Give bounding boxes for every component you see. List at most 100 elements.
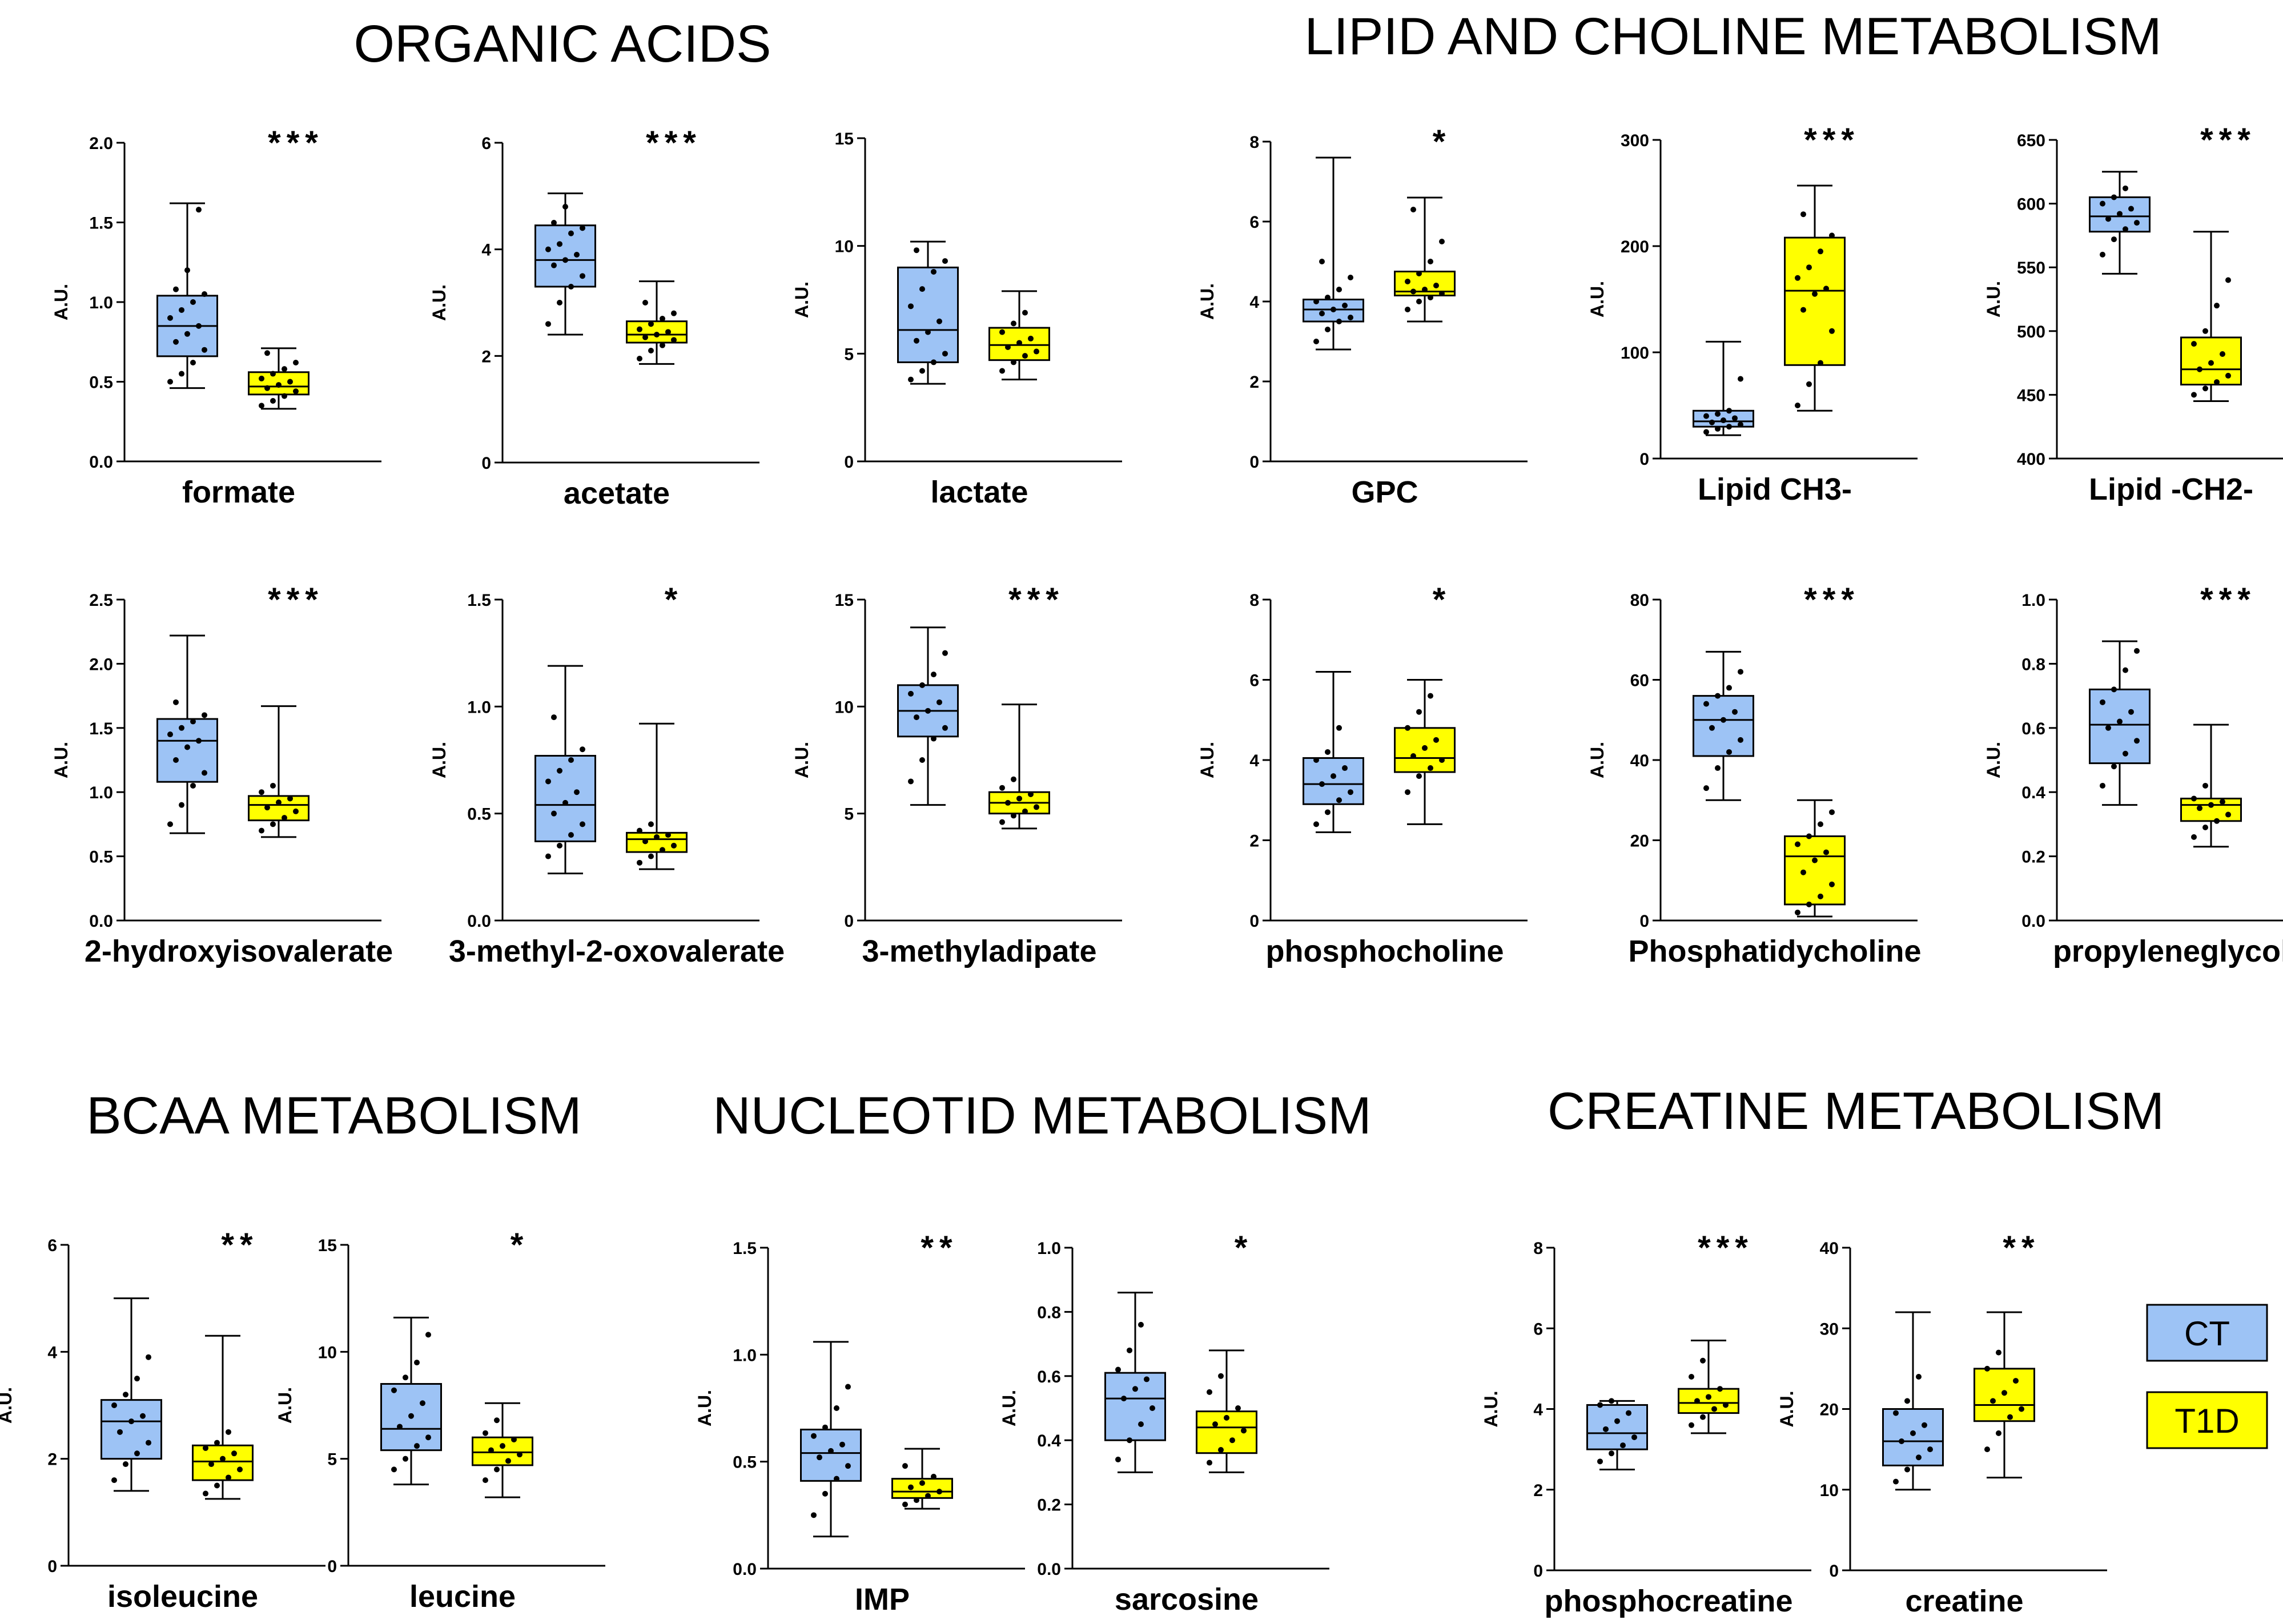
y-axis-label: A.U. (1197, 283, 1217, 320)
data-point-ct (580, 273, 585, 279)
data-point-ct (834, 1405, 839, 1411)
data-point-t1d (1711, 1406, 1717, 1412)
box-ct (897, 266, 959, 363)
significance-label: ** (2003, 1229, 2040, 1267)
data-point-ct (173, 699, 179, 705)
significance-label: *** (646, 124, 702, 162)
data-point-ct (397, 1424, 403, 1430)
x-axis-label-3-methyl-2-oxovalerate: 3-methyl-2-oxovalerate (449, 934, 785, 968)
y-tick-label: 4 (47, 1343, 57, 1362)
data-point-t1d (902, 1463, 908, 1469)
data-point-t1d (1700, 1414, 1706, 1420)
data-point-ct (931, 735, 936, 742)
section-title-lipid-choline: LIPID AND CHOLINE METABOLISM (1304, 7, 2161, 66)
y-tick-label: 0.0 (89, 453, 113, 472)
data-point-ct (919, 757, 925, 763)
data-point-ct (1121, 1396, 1127, 1402)
legend-swatch-ct (2146, 1304, 2268, 1362)
data-point-t1d (1723, 1402, 1729, 1408)
y-tick-label: 10 (835, 238, 854, 256)
data-point-t1d (1416, 299, 1422, 304)
data-point-t1d (902, 1501, 908, 1508)
data-point-t1d (1996, 1430, 2001, 1436)
data-point-ct (822, 1490, 828, 1497)
data-point-t1d (1829, 881, 1835, 887)
y-tick-label: 0 (481, 454, 491, 473)
y-tick-label: 1.0 (89, 783, 113, 802)
y-tick-label: 40 (1630, 751, 1649, 770)
data-point-t1d (1806, 901, 1812, 907)
chart-propyleneglycol: 0.0 0.2 0.4 0.6 0.8 1.0 A.U. propyleneglycol *** (1983, 581, 2283, 968)
data-point-ct (551, 810, 557, 817)
y-tick-label: 0.8 (1037, 1303, 1061, 1322)
significance-label: * (1235, 1229, 1253, 1267)
data-point-t1d (648, 321, 654, 327)
data-point-t1d (1706, 1394, 1711, 1400)
box-ct (1693, 695, 1754, 757)
data-point-ct (557, 842, 562, 849)
chart-3-methyladipate: 0 5 10 15 A.U. 3-methyladipate *** (791, 581, 1122, 968)
data-point-ct (190, 360, 196, 366)
y-tick-label: 0.5 (89, 848, 113, 867)
y-tick-label: 0.0 (2021, 912, 2045, 931)
chart-phosphatidycholine: 0 20 40 60 80 A.U. Phosphatidycholine *** (1587, 581, 1922, 968)
data-point-ct (551, 220, 557, 226)
data-point-ct (822, 1424, 828, 1430)
section-title-nucleotide: NUCLEOTID METABOLISM (713, 1087, 1372, 1145)
data-point-t1d (226, 1429, 231, 1435)
data-point-t1d (931, 1473, 936, 1480)
data-point-ct (2105, 725, 2111, 731)
data-point-ct (1138, 1421, 1144, 1428)
data-point-ct (1703, 701, 1709, 707)
data-point-t1d (671, 337, 677, 343)
y-tick-label: 6 (481, 134, 491, 153)
data-point-ct (167, 731, 173, 738)
data-point-ct (1138, 1321, 1144, 1328)
data-point-ct (1910, 1430, 1916, 1436)
data-point-ct (1348, 275, 1353, 280)
data-point-ct (845, 1463, 851, 1469)
data-point-ct (1715, 693, 1721, 699)
data-point-ct (184, 331, 190, 337)
data-point-t1d (1694, 1398, 1700, 1404)
data-point-ct (1738, 376, 1743, 382)
data-point-ct (173, 339, 179, 345)
x-axis-label-leucine: leucine (409, 1579, 516, 1614)
data-point-ct (179, 802, 184, 808)
data-point-t1d (1405, 789, 1410, 795)
data-point-ct (914, 247, 919, 254)
data-point-t1d (1016, 795, 1022, 802)
data-point-ct (580, 225, 585, 231)
data-point-t1d (1410, 753, 1416, 759)
data-point-t1d (1439, 239, 1445, 244)
data-point-ct (1715, 411, 1721, 417)
data-point-ct (1313, 757, 1319, 763)
data-point-ct (545, 778, 551, 785)
y-axis-label: A.U. (1776, 1391, 1797, 1428)
data-point-t1d (1433, 737, 1439, 743)
y-tick-label: 10 (1820, 1481, 1839, 1500)
box-ct (800, 1428, 862, 1482)
data-point-ct (1336, 319, 1342, 324)
data-point-t1d (1022, 353, 1028, 359)
data-point-ct (391, 1466, 397, 1473)
data-point-t1d (1800, 869, 1806, 875)
significance-label: *** (2200, 581, 2256, 618)
data-point-ct (936, 318, 942, 324)
data-point-t1d (488, 1447, 494, 1453)
y-tick-label: 0.0 (467, 912, 491, 931)
data-point-t1d (1028, 335, 1034, 341)
box-ct (156, 718, 218, 783)
data-point-t1d (660, 316, 665, 321)
data-point-ct (545, 853, 551, 859)
data-point-ct (1732, 709, 1738, 715)
data-point-t1d (276, 799, 282, 806)
y-axis-label: A.U. (694, 1390, 715, 1426)
data-point-t1d (1439, 291, 1445, 296)
legend-label-t1d: T1D (2175, 1402, 2239, 1440)
data-point-t1d (1410, 288, 1416, 295)
data-point-ct (1703, 413, 1709, 419)
data-point-t1d (1795, 909, 1800, 915)
y-tick-label: 1.5 (89, 719, 113, 738)
data-point-t1d (237, 1466, 243, 1473)
